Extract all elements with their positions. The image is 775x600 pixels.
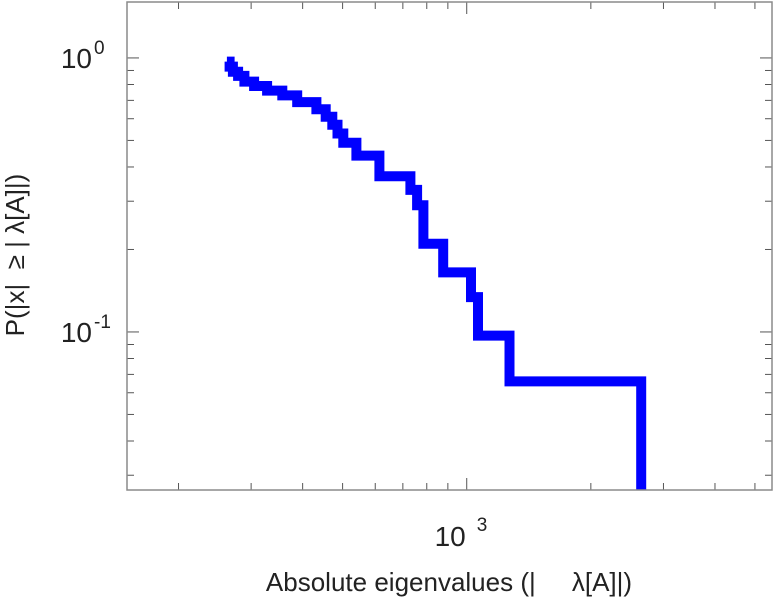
- axis-ticks: [127, 2, 772, 490]
- y-tick-label-exponent: 0: [94, 38, 105, 59]
- x-axis-label: Absolute eigenvalues (| λ[A]|): [266, 567, 632, 597]
- x-tick-label-exponent: 3: [477, 515, 488, 536]
- y-tick-label-exponent: -1: [94, 312, 111, 333]
- y-tick-label: 10: [61, 43, 92, 74]
- plot-frame: [126, 1, 773, 491]
- y-tick-label: 10: [61, 317, 92, 348]
- data-series-line: [224, 56, 647, 490]
- x-tick-label: 10: [435, 521, 466, 552]
- y-axis-label: P(|x| ≥ | λ[A]|): [0, 174, 30, 337]
- tick-labels: 10 010 -110 3: [61, 38, 487, 552]
